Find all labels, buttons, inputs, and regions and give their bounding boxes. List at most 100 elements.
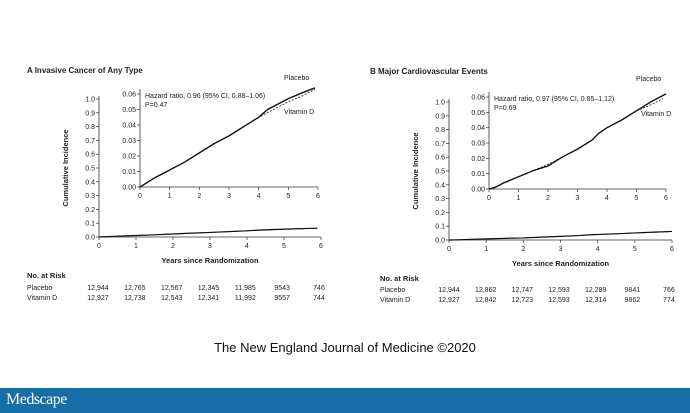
- risk-value: 12,314: [585, 297, 607, 304]
- risk-value: 12,289: [585, 287, 607, 294]
- x-tick-label: 2: [521, 246, 525, 253]
- risk-value: 9543: [274, 285, 290, 292]
- inset-x-tick-label: 2: [546, 195, 550, 202]
- hazard-annotation: Hazard ratio, 0.97 (95% CI, 0.85–1.12): [494, 96, 614, 103]
- risk-value: 12,593: [548, 297, 570, 304]
- risk-value: 12,842: [475, 297, 497, 304]
- inset-y-tick-label: 0.05: [122, 107, 136, 114]
- inset-x-tick-label: 4: [257, 193, 261, 200]
- inset-y-tick-label: 0.02: [471, 156, 485, 163]
- inset-y-tick-label: 0.02: [122, 154, 136, 161]
- hazard-annotation: P=0.47: [145, 102, 167, 109]
- y-tick-label: 0.3: [85, 193, 95, 200]
- main-series-vitamin-d: [98, 227, 318, 238]
- inset-y-tick-label: 0.04: [122, 123, 136, 130]
- risk-row-label: Vitamin D: [380, 297, 410, 304]
- inset-x-tick-label: 5: [286, 193, 290, 200]
- main-series-vitamin-d: [448, 231, 669, 241]
- risk-value: 774: [663, 297, 675, 304]
- y-tick-label: 0.7: [85, 138, 95, 145]
- credit-line: The New England Journal of Medicine ©202…: [214, 340, 476, 355]
- panel-b: B Major Cardiovascular Events 0.0 0.1 0.2 0.…: [370, 67, 675, 304]
- inset-y-tick-label: 0.05: [471, 110, 485, 117]
- x-tick-label: 2: [171, 243, 175, 250]
- hazard-annotation: P=0.69: [494, 105, 516, 112]
- x-tick-label: 0: [97, 243, 101, 250]
- risk-value: 12,944: [438, 287, 460, 294]
- risk-value: 12,567: [161, 285, 183, 292]
- y-tick-label: 0.0: [85, 235, 95, 242]
- risk-value: 12,862: [475, 287, 497, 294]
- y-axis-label: Cumulative Incidence: [61, 129, 70, 206]
- inset-x-tick-label: 1: [168, 193, 172, 200]
- risk-value: 11,992: [235, 295, 256, 302]
- medscape-logo: Medscape: [6, 391, 67, 408]
- inset-x-tick-label: 6: [664, 195, 668, 202]
- risk-value: 12,543: [161, 295, 183, 302]
- inset-x-tick-label: 4: [605, 195, 609, 202]
- x-tick-label: 6: [319, 243, 323, 250]
- inset-x-tick-label: 0: [487, 195, 491, 202]
- inset-x-tick-label: 5: [635, 195, 639, 202]
- risk-value: 9557: [274, 295, 290, 302]
- risk-value: 12,765: [124, 285, 146, 292]
- risk-table-heading: No. at Risk: [380, 274, 420, 283]
- y-tick-label: 1.0: [85, 97, 95, 104]
- inset-y-tick-label: 0.01: [122, 169, 136, 176]
- y-tick-label: 0.4: [85, 179, 95, 186]
- risk-row-label: Placebo: [380, 287, 405, 294]
- inset-y-tick-label: 0.03: [471, 141, 485, 148]
- x-tick-label: 5: [633, 246, 637, 253]
- series-label-placebo: Placebo: [636, 76, 661, 83]
- inset-y-tick-label: 0.06: [471, 95, 485, 102]
- risk-value: 12,341: [198, 295, 220, 302]
- inset-y-tick-label: 0.06: [122, 92, 136, 99]
- inset-series-vitamin-d: [488, 98, 664, 190]
- x-tick-label: 3: [208, 243, 212, 250]
- risk-value: 746: [313, 285, 325, 292]
- inset-y-tick-label: 0.00: [122, 185, 136, 192]
- inset-x-tick-label: 3: [227, 193, 231, 200]
- risk-value: 12,944: [87, 285, 109, 292]
- y-tick-label: 0.8: [435, 127, 445, 134]
- series-label-vitamin-d: Vitamin D: [284, 109, 314, 116]
- x-tick-label: 0: [447, 246, 451, 253]
- x-axis-label: Years since Randomization: [512, 259, 610, 268]
- inset-y-tick-label: 0.01: [471, 171, 485, 178]
- risk-row-label: Vitamin D: [27, 295, 57, 302]
- y-tick-label: 0.4: [435, 182, 445, 189]
- inset-y-tick-label: 0.04: [471, 125, 485, 132]
- main-series-placebo: [98, 227, 318, 238]
- series-label-placebo: Placebo: [284, 75, 309, 82]
- inset-x-tick-label: 2: [197, 193, 201, 200]
- y-tick-label: 0.1: [85, 221, 95, 228]
- x-tick-label: 1: [484, 246, 488, 253]
- x-tick-label: 3: [559, 246, 563, 253]
- inset-background: [108, 88, 322, 203]
- x-tick-label: 4: [596, 246, 600, 253]
- x-tick-label: 5: [282, 243, 286, 250]
- risk-table-heading: No. at Risk: [27, 271, 67, 280]
- y-tick-label: 0.3: [435, 196, 445, 203]
- brand-bar: Medscape: [0, 388, 690, 413]
- risk-value: 12,927: [87, 295, 109, 302]
- risk-value: 12,593: [548, 287, 570, 294]
- y-tick-label: 0.6: [85, 152, 95, 159]
- y-tick-label: 0.7: [435, 141, 445, 148]
- risk-value: 766: [663, 287, 675, 294]
- x-tick-label: 1: [134, 243, 138, 250]
- x-axis-label: Years since Randomization: [161, 256, 259, 265]
- y-tick-label: 0.1: [435, 224, 445, 231]
- risk-value: 12,345: [198, 285, 220, 292]
- hazard-annotation: Hazard ratio, 0.96 (95% CI, 0.88–1.06): [145, 93, 265, 100]
- y-tick-label: 0.8: [85, 124, 95, 131]
- risk-value: 12,747: [512, 287, 534, 294]
- panel-a: A Invasive Cancer of Any Type 0.0 0.1 0.2 0.…: [27, 66, 325, 302]
- y-axis-label: Cumulative Incidence: [411, 132, 420, 209]
- y-tick-label: 0.9: [85, 110, 95, 117]
- risk-value: 744: [313, 295, 325, 302]
- panel-title: A Invasive Cancer of Any Type: [27, 66, 143, 75]
- inset-x-tick-label: 0: [138, 193, 142, 200]
- x-tick-label: 4: [245, 243, 249, 250]
